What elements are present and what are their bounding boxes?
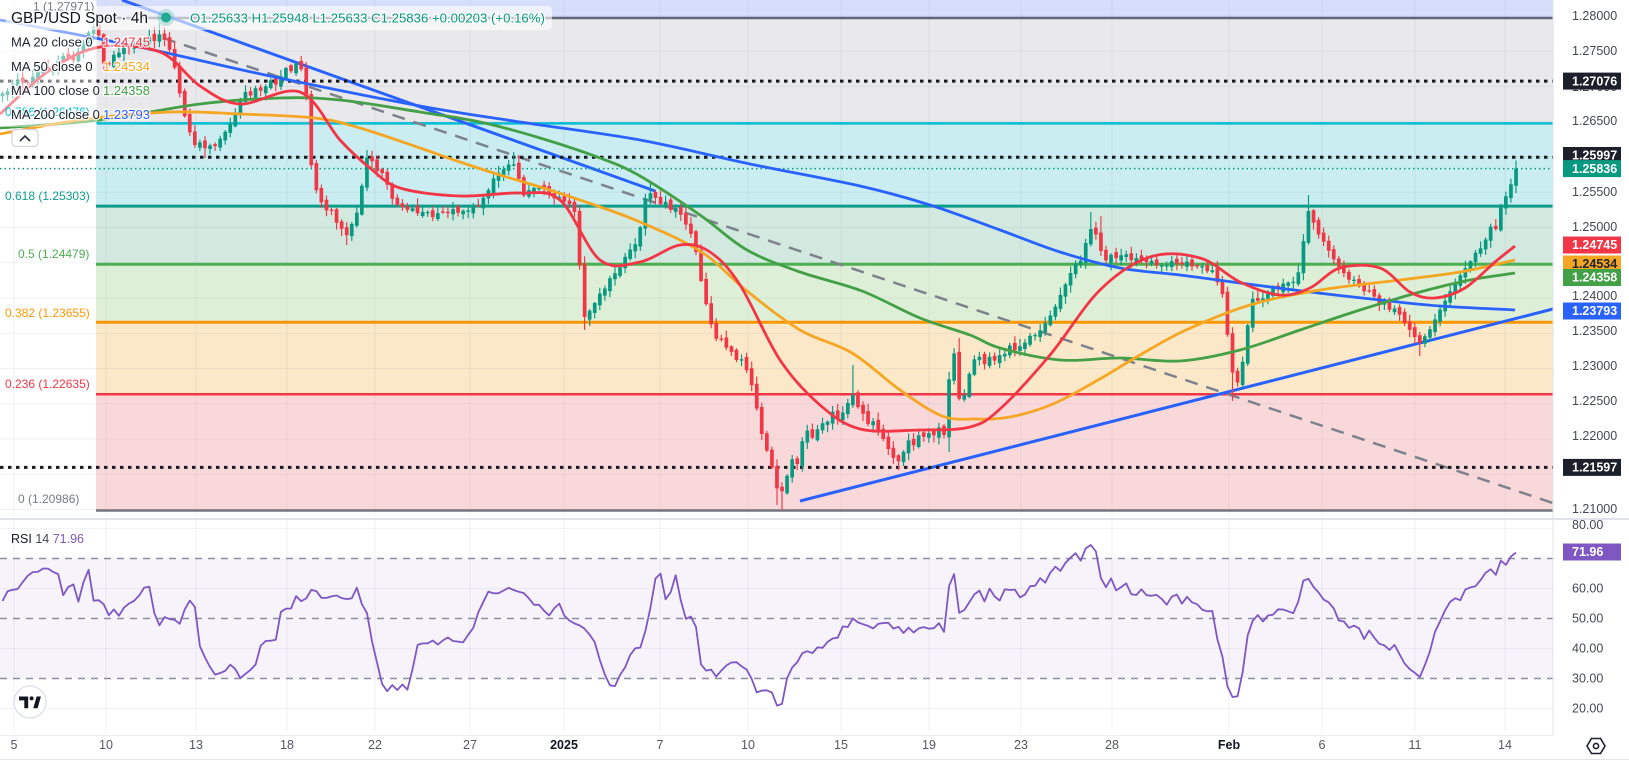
svg-text:1.25500: 1.25500 [1572, 185, 1617, 199]
svg-text:0 (1.20986): 0 (1.20986) [18, 492, 79, 506]
svg-text:1.25997: 1.25997 [1572, 149, 1617, 163]
svg-text:23: 23 [1014, 738, 1028, 752]
svg-text:1.21597: 1.21597 [1572, 461, 1617, 475]
svg-text:1.22500: 1.22500 [1572, 394, 1617, 408]
svg-text:1.26500: 1.26500 [1572, 114, 1617, 128]
svg-text:GBP/USD Spot · 4h: GBP/USD Spot · 4h [11, 10, 148, 27]
svg-text:5: 5 [11, 738, 18, 752]
svg-text:14: 14 [1498, 738, 1512, 752]
svg-text:1.24358: 1.24358 [1572, 271, 1617, 285]
svg-text:15: 15 [834, 738, 848, 752]
svg-text:1 (1.27971): 1 (1.27971) [33, 0, 94, 14]
svg-text:0.618 (1.25303): 0.618 (1.25303) [5, 189, 90, 203]
svg-text:11: 11 [1409, 738, 1422, 752]
svg-text:27: 27 [463, 738, 477, 752]
svg-text:60.00: 60.00 [1572, 582, 1603, 596]
svg-text:1.25836: 1.25836 [1572, 162, 1617, 176]
svg-text:0.786 (1.26476): 0.786 (1.26476) [5, 105, 90, 119]
svg-text:1.23793: 1.23793 [103, 107, 150, 122]
svg-text:MA 200 close 0: MA 200 close 0 [11, 107, 100, 122]
svg-text:Feb: Feb [1218, 738, 1241, 752]
svg-text:MA 100 close 0: MA 100 close 0 [11, 83, 100, 98]
svg-text:10: 10 [99, 738, 113, 752]
svg-text:50.00: 50.00 [1572, 612, 1603, 626]
svg-text:1.25000: 1.25000 [1572, 220, 1617, 234]
svg-text:7: 7 [657, 738, 664, 752]
svg-text:2025: 2025 [550, 738, 578, 752]
svg-text:1.28000: 1.28000 [1572, 9, 1617, 23]
svg-text:1.24745: 1.24745 [103, 35, 150, 50]
svg-text:1.23793: 1.23793 [1572, 304, 1617, 318]
svg-text:1.24000: 1.24000 [1572, 289, 1617, 303]
svg-text:1.23000: 1.23000 [1572, 359, 1617, 373]
svg-text:22: 22 [368, 738, 382, 752]
svg-text:1.24534: 1.24534 [103, 59, 150, 74]
svg-text:6: 6 [1319, 738, 1326, 752]
svg-text:1.27500: 1.27500 [1572, 44, 1617, 58]
svg-text:RSI 14 71.96: RSI 14 71.96 [11, 532, 84, 546]
svg-text:1.21000: 1.21000 [1572, 502, 1617, 516]
svg-text:MA 50 close 0: MA 50 close 0 [11, 59, 93, 74]
svg-text:1.24534: 1.24534 [1572, 257, 1617, 271]
svg-text:10: 10 [741, 738, 755, 752]
svg-text:18: 18 [280, 738, 294, 752]
svg-text:80.00: 80.00 [1572, 518, 1603, 532]
svg-text:40.00: 40.00 [1572, 642, 1603, 656]
svg-text:MA 20 close 0: MA 20 close 0 [11, 35, 93, 50]
svg-text:30.00: 30.00 [1572, 672, 1603, 686]
svg-text:O1.25633 H1.25948 L1.25633 C1.: O1.25633 H1.25948 L1.25633 C1.25836 +0.0… [190, 11, 545, 26]
svg-text:1.22000: 1.22000 [1572, 429, 1617, 443]
svg-text:0.236 (1.22635): 0.236 (1.22635) [5, 377, 90, 391]
svg-text:1.24358: 1.24358 [103, 83, 150, 98]
svg-text:0.5 (1.24479): 0.5 (1.24479) [18, 247, 89, 261]
svg-text:0.382 (1.23655): 0.382 (1.23655) [5, 306, 90, 320]
svg-text:71.96: 71.96 [1572, 545, 1603, 559]
svg-text:1.23500: 1.23500 [1572, 324, 1617, 338]
svg-text:13: 13 [189, 738, 203, 752]
svg-text:28: 28 [1105, 738, 1119, 752]
svg-text:19: 19 [922, 738, 936, 752]
svg-text:1.24745: 1.24745 [1572, 238, 1617, 252]
svg-text:1.27076: 1.27076 [1572, 74, 1617, 88]
svg-text:20.00: 20.00 [1572, 702, 1603, 716]
